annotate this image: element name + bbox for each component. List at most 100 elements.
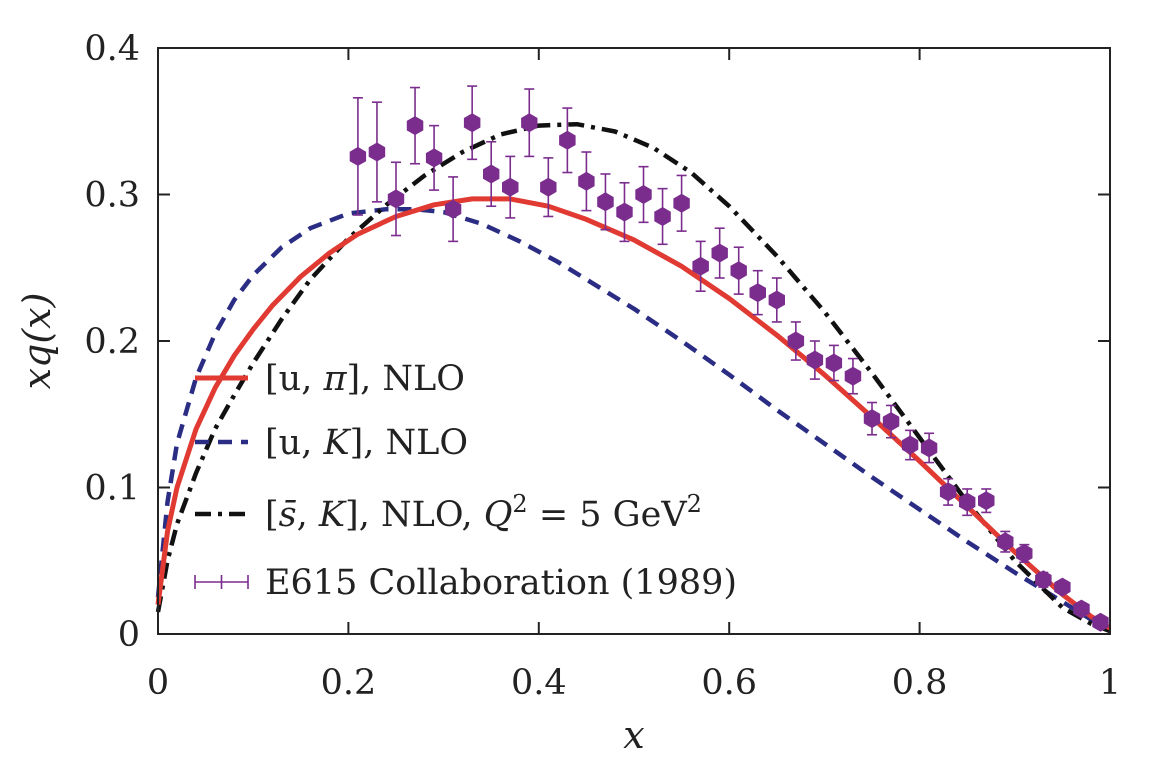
hexagon-marker [749,283,766,303]
data-point-23 [787,321,805,361]
hexagon-marker [349,146,367,166]
hexagon-marker [825,353,843,373]
legend-sbar-symbol: s̄ [279,495,297,535]
hexagon-marker [425,148,443,168]
hexagon-marker [959,492,976,512]
data-point-38 [1073,599,1090,619]
y-tick-label-3: 0.3 [84,176,140,216]
data-point-9 [521,88,538,158]
data-point-11 [559,107,576,174]
legend-label-sbar-k: [s̄, K], NLO, Q2 = 5 GeV2 [265,490,702,535]
data-point-29 [901,429,919,461]
data-point-37 [1054,577,1071,597]
hexagon-marker [387,189,405,209]
data-point-4 [425,124,443,191]
data-point-27 [863,401,881,436]
data-point-25 [825,344,843,382]
hexagon-marker [882,412,900,432]
data-point-18 [692,240,709,292]
data-point-34 [997,530,1014,553]
data-point-28 [882,404,900,439]
axis-ticks [157,47,1111,635]
x-tick-label-1: 0.2 [321,663,377,703]
hexagon-marker [1035,570,1052,590]
hexagon-marker [540,177,557,197]
data-point-12 [578,151,595,212]
hexagon-marker [939,482,957,502]
hexagon-marker [978,491,995,511]
hexagon-marker [711,243,728,263]
hexagon-marker [1054,577,1071,597]
hexagon-marker [483,164,500,184]
x-tick-label-3: 0.6 [701,663,757,703]
data-point-6 [463,85,481,161]
data-point-14 [616,181,633,243]
legend-u-pi-close: ], NLO [346,359,464,399]
data-point-1 [368,101,386,203]
data-points-group [349,85,1109,632]
legend-q-symbol: Q [484,495,513,535]
hexagon-marker [1092,612,1109,632]
hexagon-marker [844,366,862,386]
tick-labels: 0 0.2 0.4 0.6 0.8 1 0 0.1 0.2 0.3 0.4 [84,29,1121,703]
data-point-7 [483,140,500,208]
data-point-15 [635,165,652,224]
legend-gev-exponent: 2 [687,490,702,518]
legend-q-rest: = 5 GeV [528,495,688,535]
data-point-32 [959,488,976,517]
legend-sbar-k-symbol: K [318,495,347,535]
hexagon-marker [559,130,576,150]
legend-errorbar-marker [194,575,249,589]
data-point-8 [502,155,519,219]
x-tick-label-0: 0 [147,663,169,703]
data-point-26 [844,357,862,395]
y-tick-label-0: 0 [118,615,140,655]
data-point-13 [597,173,614,231]
legend-sbar-k-close: ], NLO, [345,495,484,535]
legend-u-pi-open: [u, [265,359,323,399]
data-point-2 [387,161,405,237]
data-point-10 [540,157,557,218]
x-tick-label-4: 0.8 [892,663,948,703]
hexagon-marker [578,171,595,191]
plot-frame [157,47,1111,635]
legend-u-k-open: [u, [265,423,323,463]
x-tick-label-2: 0.4 [511,663,567,703]
y-tick-label-1: 0.1 [84,469,140,509]
data-point-19 [711,227,728,279]
hexagon-marker [654,207,671,226]
data-point-3 [406,86,424,165]
hexagon-marker [368,142,386,162]
hexagon-marker [806,350,824,370]
curve-sbar-k [155,121,1111,634]
data-point-36 [1035,570,1052,590]
legend-label-u-k: [u, K], NLO [265,423,468,463]
hexagon-marker [692,256,709,276]
data-point-39 [1092,612,1109,632]
y-axis-title: xq(x) [15,293,59,390]
legend-u-k-close: ], NLO [350,423,468,463]
hexagon-marker [597,192,614,212]
hexagon-marker [673,193,690,213]
data-point-24 [806,340,824,380]
data-point-33 [978,488,995,514]
y-tick-label-4: 0.4 [84,29,140,69]
hexagon-marker [1016,543,1033,563]
hexagon-marker [787,331,805,351]
data-point-16 [654,187,671,246]
hexagon-marker [502,177,519,197]
hexagon-marker [997,532,1014,552]
data-point-21 [749,269,766,316]
data-point-22 [768,277,785,323]
hexagon-marker [616,202,633,222]
hexagon-marker [406,116,424,136]
y-tick-label-2: 0.2 [84,322,140,362]
legend-label-u-pi: [u, π], NLO [265,359,465,399]
hexagon-marker [863,409,881,429]
legend-sbar-k-mid: , [297,495,319,535]
curve-u-k [155,206,1112,632]
x-tick-label-5: 1 [1099,663,1121,703]
hexagon-marker [730,261,747,281]
